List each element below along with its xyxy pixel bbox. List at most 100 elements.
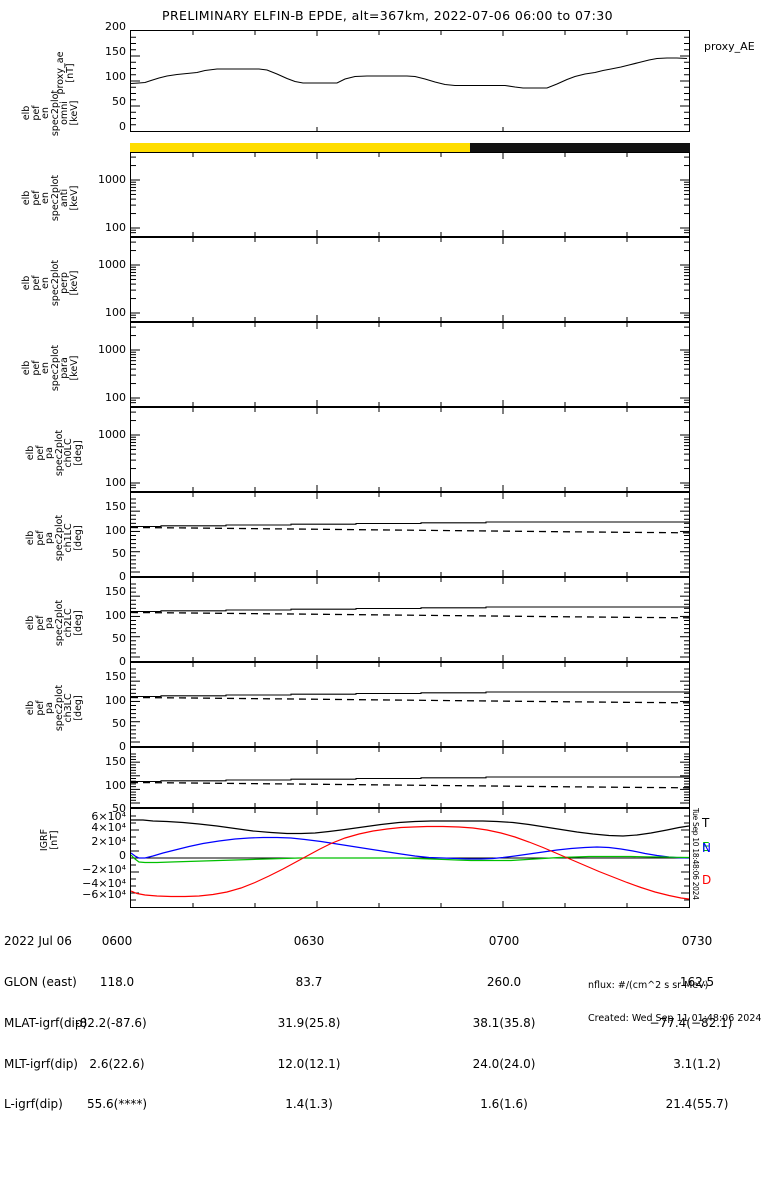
panel-proxy-ae	[130, 30, 690, 132]
igrf-plot	[131, 809, 689, 907]
igrf-trace-E	[131, 854, 689, 864]
spectrogram-axes	[131, 323, 689, 406]
pa-ch1lc-trace-dashed	[131, 611, 689, 619]
panel-igrf	[130, 808, 690, 908]
status-bar-segment-yellow	[130, 143, 470, 152]
pa-ch2lc-plot	[131, 663, 689, 746]
ephemeris-cell: 0600	[101, 934, 133, 949]
axis-ticks-x	[192, 809, 628, 907]
ytitle-line: [deg]	[72, 440, 84, 466]
status-bar	[130, 143, 690, 152]
igrf-trace-N	[131, 836, 689, 860]
panel-en-omni	[130, 152, 690, 237]
ephemeris-cell: 24.0(24.0)	[472, 1056, 536, 1071]
side-timestamp: Tue Sep 10 18:48:06 2024	[691, 808, 703, 908]
status-bar-segment-black	[469, 143, 690, 152]
ephemeris-row-label: L-igrf(dip)	[4, 1097, 63, 1112]
ytitle-line: [deg]	[72, 525, 84, 551]
footnote-created: Created: Wed Sep 11 01:48:06 2024	[588, 1013, 762, 1024]
ytick-label: 100	[105, 391, 126, 404]
axis-ticks-xbottom	[316, 127, 504, 131]
side-timestamp-text: Tue Sep 10 18:48:06 2024	[691, 808, 700, 900]
ephemeris-cell: 1.4(1.3)	[285, 1097, 333, 1112]
ephemeris-cell: 2.6(22.6)	[89, 1056, 145, 1071]
ytick-label: 4×10⁴	[91, 821, 126, 834]
pa-ch0lc-trace-solid	[131, 521, 689, 528]
proxy-ae-legend-label: proxy_AE	[704, 40, 755, 53]
ephemeris-cell: 0630	[293, 934, 325, 949]
ephemeris-cell: 162.5	[679, 974, 715, 989]
ytick-label: 2×10⁴	[91, 835, 126, 848]
pa-ch0lc-plot	[131, 493, 689, 576]
ytick-label: 150	[105, 45, 126, 58]
ytitle-line: [keV]	[68, 100, 80, 126]
ytick-label: 100	[105, 524, 126, 537]
ephemeris-cell: 260.0	[486, 974, 522, 989]
pa-ch1lc-trace-solid	[131, 606, 689, 613]
ephemeris-row-label: GLON (east)	[4, 974, 77, 989]
ytitle-pa-ch3lc: elb pef pa spec2plot ch3LC [deg]	[25, 665, 84, 751]
spectrogram-axes	[131, 408, 689, 491]
ytick-label: 50	[112, 632, 126, 645]
ytitle-line: [keV]	[68, 355, 80, 381]
yticklabels-proxy-ae: 200 150 100 50 0	[82, 21, 126, 133]
proxy-ae-trace	[131, 57, 688, 89]
ephemeris-row-label: 2022 Jul 06	[4, 934, 72, 949]
ytick-label: 150	[105, 670, 126, 683]
ephemeris-cell: 21.4(55.7)	[665, 1097, 729, 1112]
panel-pa-ch3lc	[130, 747, 690, 808]
panel-pa-ch0lc	[130, 492, 690, 577]
yticklabels-en-anti: 1000 100	[82, 237, 126, 323]
ytick-label: 0	[119, 740, 126, 753]
ytick-label: 0	[119, 655, 126, 668]
ytitle-line: [keV]	[68, 185, 80, 211]
yticklabels-en-perp: 1000 100	[82, 322, 126, 408]
ytitle-pa-ch1lc: elb pef pa spec2plot ch1LC [deg]	[25, 495, 84, 581]
ephemeris-row-mlt: MLT-igrf(dip) 2.6(22.6) 12.0(12.1) 24.0(…	[4, 1056, 774, 1072]
ytitle-line: [keV]	[68, 270, 80, 296]
panel-en-para	[130, 407, 690, 492]
ytick-label: 200	[105, 20, 126, 33]
pa-ch3lc-plot	[131, 748, 689, 807]
ephemeris-cell: 0730	[681, 934, 713, 949]
ytick-label: 50	[112, 547, 126, 560]
igrf-trace-D	[131, 825, 689, 900]
ytitle-igrf: IGRF [nT]	[39, 795, 60, 885]
ephemeris-cell: 1.6(1.6)	[480, 1097, 528, 1112]
ytitle-en-anti: elb pef en spec2plot anti [keV]	[21, 155, 80, 241]
ytitle-en-perp: elb pef en spec2plot perp [keV]	[21, 240, 80, 326]
ytick-label: 0	[119, 120, 126, 133]
ytick-label: 1000	[98, 343, 126, 356]
ytitle-line: [deg]	[72, 695, 84, 721]
ytitle-pa-ch2lc: elb pef pa spec2plot ch2LC [deg]	[25, 580, 84, 666]
yticklabels-pa-ch3lc: 150 100 50	[82, 747, 126, 827]
ephemeris-cell: 12.0(12.1)	[277, 1056, 341, 1071]
igrf-legend-D: D	[702, 873, 712, 887]
ytick-label: 150	[105, 755, 126, 768]
plot-page: PRELIMINARY ELFIN-B EPDE, alt=367km, 202…	[4, 8, 774, 1111]
axis-ticks-xtop	[192, 31, 628, 36]
igrf-legend-N: N	[702, 841, 711, 855]
ephemeris-cell: 3.1(1.2)	[673, 1056, 721, 1071]
yticklabels-pa-ch0lc: 150 100 50 0	[82, 492, 126, 582]
ytick-label: 100	[105, 306, 126, 319]
yticklabels-pa-ch1lc: 150 100 50 0	[82, 577, 126, 667]
ytitle-line: [deg]	[72, 610, 84, 636]
ephemeris-row-time: 2022 Jul 06 0600 0630 0700 0730	[4, 935, 774, 949]
ytick-label: 0	[119, 570, 126, 583]
yticklabels-igrf: 6×10⁴ 4×10⁴ 2×10⁴ 0 −2×10⁴ −4×10⁴ −6×10⁴	[72, 808, 126, 908]
ytick-label: 100	[105, 221, 126, 234]
spectrogram-axes	[131, 238, 689, 321]
spectrogram-axes	[131, 153, 689, 236]
ephemeris-cell: 118.0	[99, 974, 135, 989]
ephemeris-cell: 83.7	[295, 974, 323, 989]
ytitle-en-omni: elb pef en spec2plot omni [keV]	[21, 70, 80, 156]
ephemeris-cell: 38.1(35.8)	[472, 1015, 536, 1030]
yticklabels-en-omni: 1000 100	[82, 152, 126, 238]
ytick-label: 100	[105, 694, 126, 707]
panel-en-perp	[130, 322, 690, 407]
ytick-label: 0	[119, 849, 126, 862]
proxy-ae-plot	[131, 31, 689, 131]
ytick-label: 1000	[98, 258, 126, 271]
ytick-label: 50	[112, 95, 126, 108]
